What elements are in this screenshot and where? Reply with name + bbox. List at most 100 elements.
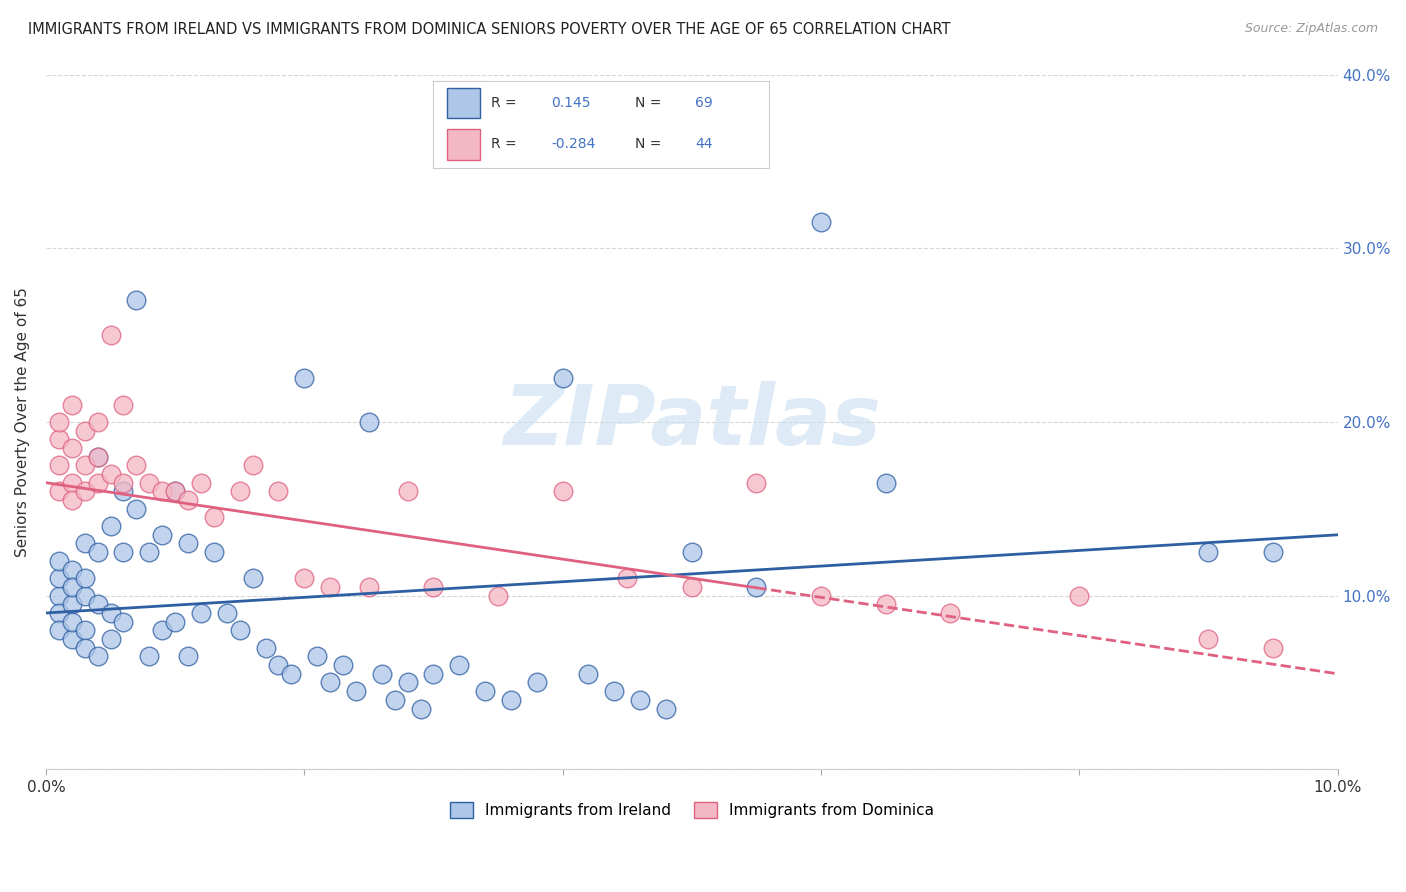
Point — [73, 624, 96, 638]
Point — [112, 398, 135, 412]
Point — [202, 510, 225, 524]
Point — [48, 432, 70, 446]
Point — [1261, 545, 1284, 559]
Point — [73, 458, 96, 473]
Point — [48, 415, 70, 429]
Point — [100, 632, 122, 646]
Point — [60, 632, 83, 646]
Point — [86, 450, 108, 464]
Point — [100, 328, 122, 343]
Point — [125, 293, 148, 308]
Point — [280, 666, 302, 681]
Point — [603, 684, 626, 698]
Point — [177, 493, 200, 508]
Point — [486, 589, 509, 603]
Point — [60, 597, 83, 611]
Point — [499, 693, 522, 707]
Point — [810, 215, 832, 229]
Point — [396, 675, 419, 690]
Legend: Immigrants from Ireland, Immigrants from Dominica: Immigrants from Ireland, Immigrants from… — [444, 796, 941, 824]
Point — [745, 475, 768, 490]
Point — [165, 484, 187, 499]
Point — [242, 458, 264, 473]
Point — [449, 658, 471, 673]
Point — [150, 528, 173, 542]
Point — [551, 484, 574, 499]
Text: IMMIGRANTS FROM IRELAND VS IMMIGRANTS FROM DOMINICA SENIORS POVERTY OVER THE AGE: IMMIGRANTS FROM IRELAND VS IMMIGRANTS FR… — [28, 22, 950, 37]
Point — [73, 484, 96, 499]
Point — [177, 649, 200, 664]
Point — [307, 649, 329, 664]
Point — [100, 606, 122, 620]
Point — [86, 545, 108, 559]
Point — [165, 484, 187, 499]
Point — [86, 415, 108, 429]
Point — [628, 693, 651, 707]
Point — [1261, 640, 1284, 655]
Point — [810, 589, 832, 603]
Point — [267, 658, 290, 673]
Point — [357, 580, 380, 594]
Point — [86, 475, 108, 490]
Y-axis label: Seniors Poverty Over the Age of 65: Seniors Poverty Over the Age of 65 — [15, 287, 30, 557]
Point — [48, 554, 70, 568]
Point — [190, 475, 212, 490]
Point — [422, 666, 444, 681]
Point — [254, 640, 277, 655]
Point — [551, 371, 574, 385]
Point — [1069, 589, 1091, 603]
Point — [125, 501, 148, 516]
Point — [125, 458, 148, 473]
Point — [112, 615, 135, 629]
Point — [371, 666, 394, 681]
Point — [150, 624, 173, 638]
Point — [319, 675, 342, 690]
Point — [267, 484, 290, 499]
Point — [681, 580, 703, 594]
Point — [332, 658, 354, 673]
Point — [60, 441, 83, 455]
Point — [875, 597, 897, 611]
Point — [48, 458, 70, 473]
Text: ZIPatlas: ZIPatlas — [503, 382, 880, 462]
Point — [228, 624, 250, 638]
Point — [1198, 632, 1220, 646]
Point — [177, 536, 200, 550]
Point — [138, 649, 160, 664]
Point — [60, 563, 83, 577]
Point — [100, 467, 122, 481]
Point — [138, 545, 160, 559]
Point — [150, 484, 173, 499]
Point — [319, 580, 342, 594]
Point — [73, 589, 96, 603]
Point — [48, 624, 70, 638]
Point — [578, 666, 600, 681]
Point — [86, 649, 108, 664]
Point — [60, 580, 83, 594]
Point — [165, 615, 187, 629]
Point — [60, 398, 83, 412]
Point — [112, 475, 135, 490]
Point — [681, 545, 703, 559]
Text: Source: ZipAtlas.com: Source: ZipAtlas.com — [1244, 22, 1378, 36]
Point — [100, 519, 122, 533]
Point — [112, 545, 135, 559]
Point — [138, 475, 160, 490]
Point — [422, 580, 444, 594]
Point — [1198, 545, 1220, 559]
Point — [409, 701, 432, 715]
Point — [86, 597, 108, 611]
Point — [60, 615, 83, 629]
Point — [344, 684, 367, 698]
Point — [939, 606, 962, 620]
Point — [73, 424, 96, 438]
Point — [48, 589, 70, 603]
Point — [73, 536, 96, 550]
Point — [73, 571, 96, 585]
Point — [474, 684, 496, 698]
Point — [242, 571, 264, 585]
Point — [112, 484, 135, 499]
Point — [357, 415, 380, 429]
Point — [228, 484, 250, 499]
Point — [292, 571, 315, 585]
